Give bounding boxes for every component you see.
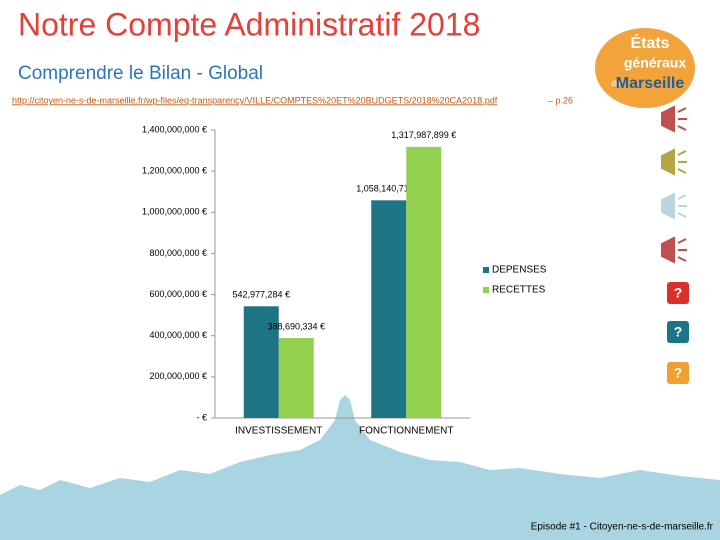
help-button-label: ? <box>674 365 683 381</box>
legend-label: DEPENSES <box>492 265 547 276</box>
x-tick-label: INVESTISSEMENT <box>235 426 322 437</box>
logo-text: Marseille <box>616 75 685 92</box>
y-tick-label: 1,000,000,000 € <box>142 207 207 217</box>
speaker-icon <box>661 148 687 176</box>
bar <box>406 146 442 418</box>
speaker-icon <box>661 192 687 220</box>
skyline <box>0 395 720 540</box>
logo-text: de <box>612 79 621 88</box>
source-page: – p.26 <box>548 95 573 105</box>
value-label: 1,317,987,899 € <box>391 130 456 140</box>
source-link[interactable]: http://citoyen-ne-s-de-marseille.fr/wp-f… <box>12 95 498 105</box>
value-label: 1,058,140,716 € <box>356 184 421 194</box>
footer: Episode #1 - Citoyen-ne-s-de-marseille.f… <box>531 522 714 533</box>
legend-label: RECETTES <box>492 285 546 296</box>
help-button[interactable] <box>667 321 689 343</box>
logo-badge <box>595 28 695 108</box>
speaker-icons <box>661 105 687 264</box>
help-button-label: ? <box>674 285 683 301</box>
slide-title: Notre Compte Administratif 2018 <box>18 6 480 42</box>
help-button[interactable] <box>667 362 689 384</box>
bar <box>278 338 314 418</box>
y-tick-label: 800,000,000 € <box>149 248 207 258</box>
speaker-icon <box>661 105 687 133</box>
value-label: 388,690,334 € <box>267 321 325 331</box>
bar <box>371 200 407 418</box>
logo: États généraux de Marseille <box>595 28 695 108</box>
speaker-icon <box>661 236 687 264</box>
legend-swatch <box>483 267 489 273</box>
y-tick-label: 200,000,000 € <box>149 371 207 381</box>
legend-swatch <box>483 287 489 293</box>
bar <box>243 306 279 418</box>
y-tick-label: 1,400,000,000 € <box>142 124 207 134</box>
help-button[interactable] <box>667 282 689 304</box>
value-label: 542,977,284 € <box>232 290 290 300</box>
slide-subtitle: Comprendre le Bilan - Global <box>18 63 263 84</box>
x-tick-label: FONCTIONNEMENT <box>359 426 453 437</box>
y-tick-label: 600,000,000 € <box>149 289 207 299</box>
logo-text: États <box>630 33 669 52</box>
y-tick-label: 1,200,000,000 € <box>142 166 207 176</box>
buttons: ? ? ? <box>667 282 689 384</box>
logo-text: généraux <box>624 55 686 71</box>
y-tick-label: 400,000,000 € <box>149 330 207 340</box>
y-tick-label: - € <box>196 412 207 422</box>
help-button-label: ? <box>674 324 683 340</box>
